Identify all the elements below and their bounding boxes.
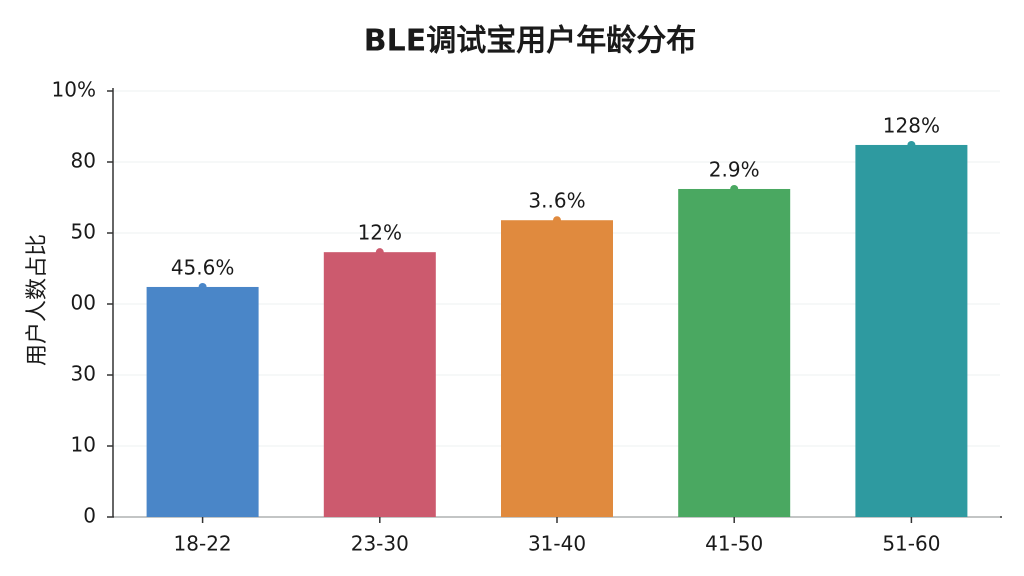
y-tick-label: 00 bbox=[71, 291, 96, 315]
bar bbox=[146, 286, 259, 517]
bar-top-dot bbox=[553, 216, 561, 225]
y-tick-label: 10 bbox=[71, 433, 96, 457]
x-tick-label: 31-40 bbox=[528, 532, 586, 556]
x-tick-label: 41-50 bbox=[705, 532, 763, 556]
bar bbox=[323, 252, 436, 518]
bar-top-dot bbox=[907, 140, 916, 149]
bar-annotation: 2.9% bbox=[709, 157, 760, 181]
y-tick-label: 50 bbox=[71, 220, 96, 244]
bar-top-dot bbox=[730, 184, 739, 193]
x-tick-label: 23-30 bbox=[351, 532, 409, 556]
y-tick-label: 30 bbox=[71, 362, 96, 386]
bar-annotation: 12% bbox=[358, 221, 402, 245]
bar bbox=[855, 144, 968, 517]
y-tick-label: 80 bbox=[71, 149, 96, 173]
bar-annotation: 128% bbox=[883, 113, 940, 137]
chart-title: BLE调试宝用户年龄分布 bbox=[364, 24, 696, 59]
y-tick-label: 0 bbox=[83, 504, 96, 528]
bar-top-dot bbox=[375, 248, 384, 257]
bar bbox=[501, 220, 613, 517]
bar-annotation: 45.6% bbox=[171, 255, 235, 279]
bar bbox=[678, 188, 791, 518]
x-tick-label: 51-60 bbox=[882, 532, 940, 556]
bar-top-dot bbox=[198, 282, 207, 291]
x-tick-label: 18-22 bbox=[174, 532, 232, 556]
y-axis-label: 用户人数占比 bbox=[25, 234, 50, 366]
bar-annotation: 3..6% bbox=[528, 189, 585, 213]
y-tick-label: 10% bbox=[52, 78, 96, 102]
